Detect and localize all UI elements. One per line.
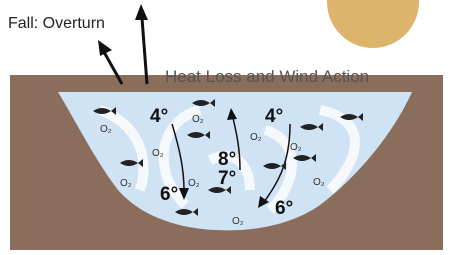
oxygen-label: O₂: [192, 114, 204, 125]
oxygen-label: O₂: [120, 178, 132, 189]
diagram: Fall: Overturn Heat Loss and Wind Action…: [0, 0, 453, 255]
temperature: 8°: [218, 149, 236, 170]
title: Fall: Overturn: [8, 15, 105, 32]
oxygen-label: O₂: [100, 124, 112, 135]
oxygen-label: O₂: [250, 132, 262, 143]
temperature: 4°: [265, 106, 283, 127]
temperature: 4°: [150, 106, 168, 127]
arrow-heads: [98, 4, 148, 56]
sun: [327, 0, 419, 48]
oxygen-label: O₂: [290, 142, 302, 153]
caption: Heat Loss and Wind Action: [165, 67, 369, 86]
overturn-arrows: [104, 18, 147, 84]
oxygen-label: O₂: [232, 216, 244, 227]
oxygen-label: O₂: [313, 177, 325, 188]
temperature: 7°: [218, 168, 236, 189]
temperature: 6°: [275, 198, 293, 219]
oxygen-label: O₂: [188, 178, 200, 189]
oxygen-label: O₂: [152, 148, 164, 159]
temperature: 6°: [160, 184, 178, 205]
